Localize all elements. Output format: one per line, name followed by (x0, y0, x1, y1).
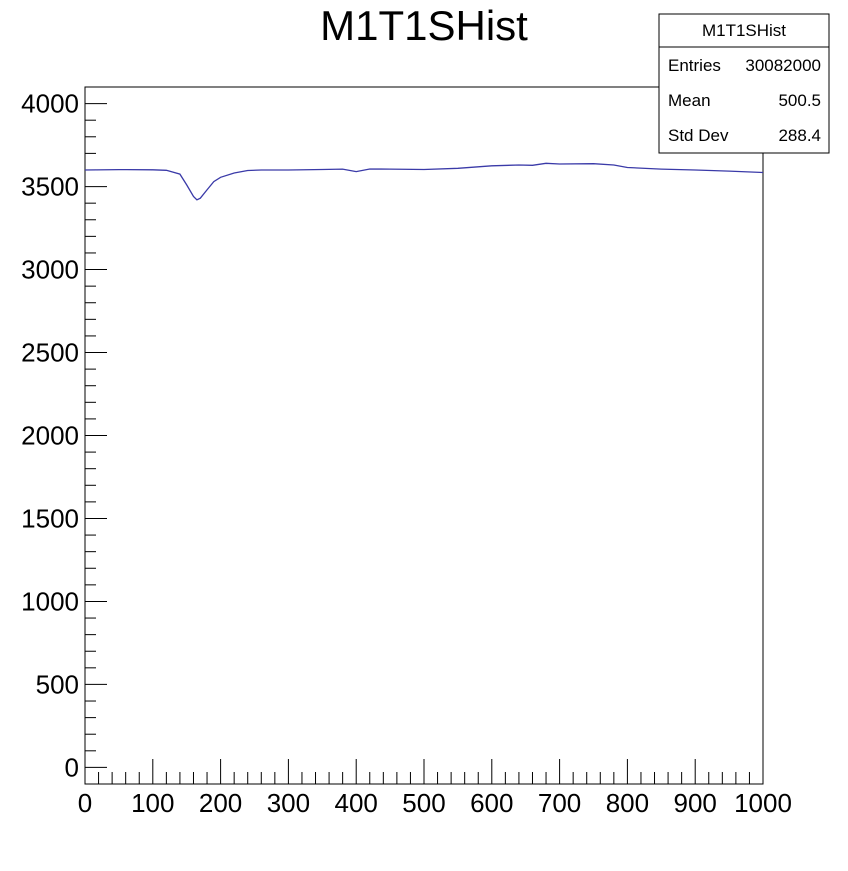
x-tick-label: 1000 (734, 788, 792, 818)
y-tick-label: 1500 (21, 503, 79, 533)
y-tick-label: 2500 (21, 338, 79, 368)
y-tick-label: 500 (36, 669, 79, 699)
x-tick-label: 600 (470, 788, 513, 818)
series-group (84, 162, 764, 201)
stats-mean-label: Mean (668, 91, 711, 110)
plot-frame (84, 86, 764, 785)
stats-stddev-label: Std Dev (668, 126, 729, 145)
stats-entries-value: 30082000 (745, 56, 821, 75)
chart-title: M1T1SHist (320, 2, 528, 49)
x-tick-label: 700 (538, 788, 581, 818)
stats-stddev-value: 288.4 (778, 126, 821, 145)
y-tick-label: 4000 (21, 89, 79, 119)
x-tick-label: 800 (606, 788, 649, 818)
stats-mean-value: 500.5 (778, 91, 821, 110)
y-tick-label: 3000 (21, 255, 79, 285)
y-axis: 0 500 1000 1500 2000 2500 3000 3500 4000 (21, 86, 107, 782)
x-axis: 0 100 200 300 400 500 600 700 800 900 1000 (78, 759, 792, 818)
x-tick-label: 500 (402, 788, 445, 818)
stats-box: M1T1SHist Entries 30082000 Mean 500.5 St… (658, 13, 830, 154)
x-tick-label: 300 (267, 788, 310, 818)
y-tick-label: 0 (65, 752, 79, 782)
y-tick-label: 3500 (21, 172, 79, 202)
stats-box-title: M1T1SHist (702, 21, 786, 40)
x-tick-label: 200 (199, 788, 242, 818)
stats-box-frame (658, 13, 830, 154)
x-tick-label: 400 (335, 788, 378, 818)
stats-entries-label: Entries (668, 56, 721, 75)
x-tick-label: 100 (131, 788, 174, 818)
y-tick-label: 1000 (21, 586, 79, 616)
x-tick-label: 900 (674, 788, 717, 818)
x-tick-label: 0 (78, 788, 92, 818)
series-line (84, 162, 764, 201)
y-tick-label: 2000 (21, 421, 79, 451)
